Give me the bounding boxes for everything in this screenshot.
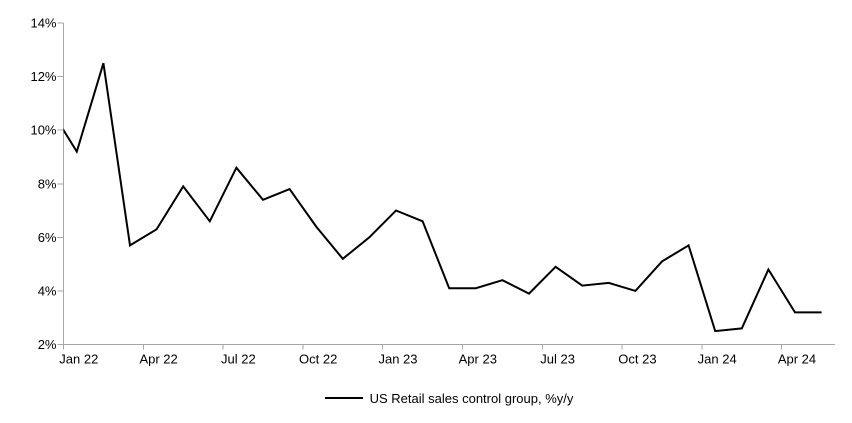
y-axis-label: 8%	[38, 176, 57, 191]
x-axis-label: Jul 23	[540, 352, 575, 367]
x-axis-label: Jan 24	[698, 352, 737, 367]
y-axis-label: 10%	[30, 123, 56, 138]
x-axis-label: Oct 23	[618, 352, 656, 367]
x-axis-label: Apr 24	[778, 352, 816, 367]
legend-label: US Retail sales control group, %y/y	[369, 390, 574, 406]
y-axis-label: 6%	[38, 230, 57, 245]
x-axis-label: Jan 22	[59, 352, 98, 367]
y-axis-label: 4%	[38, 283, 57, 298]
legend: US Retail sales control group, %y/y	[63, 389, 835, 407]
y-axis-label: 2%	[38, 337, 57, 352]
y-axis-label: 14%	[30, 16, 56, 31]
x-axis-label: Jul 22	[221, 352, 256, 367]
legend-line-swatch	[324, 397, 363, 399]
series-line-us-retail-control-group	[63, 62, 822, 333]
y-axis-label: 12%	[30, 69, 56, 84]
x-axis-label: Jan 23	[378, 352, 417, 367]
x-axis-label: Oct 22	[299, 352, 337, 367]
x-axis-label: Apr 22	[139, 352, 177, 367]
x-axis-label: Apr 23	[459, 352, 497, 367]
